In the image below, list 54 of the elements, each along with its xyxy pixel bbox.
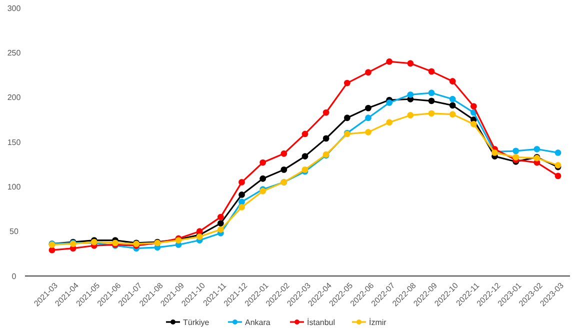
legend-label: Türkiye	[183, 318, 210, 327]
point	[365, 69, 372, 76]
point	[344, 114, 350, 122]
point	[512, 148, 520, 154]
point	[280, 166, 288, 173]
y-tick-label: 0	[12, 272, 17, 281]
point	[217, 214, 224, 220]
point	[322, 109, 330, 116]
point	[302, 153, 308, 160]
y-tick-label: 150	[7, 138, 22, 147]
legend-label: İstanbul	[307, 318, 336, 327]
point	[217, 226, 224, 233]
point	[428, 110, 435, 117]
point	[260, 175, 266, 182]
point	[554, 150, 562, 156]
y-tick-label: 100	[7, 182, 22, 192]
legend-label: İzmir	[369, 318, 387, 327]
point	[449, 111, 456, 118]
point	[428, 90, 435, 96]
point	[449, 102, 456, 109]
y-tick-label: 200	[7, 93, 22, 102]
point	[386, 58, 393, 65]
point	[322, 135, 330, 142]
y-tick-label: 50	[10, 227, 19, 236]
point	[512, 154, 520, 160]
point	[449, 78, 456, 84]
point	[217, 220, 224, 226]
point	[344, 80, 350, 86]
point	[238, 198, 245, 206]
point	[449, 96, 456, 102]
point	[238, 192, 245, 198]
point	[365, 128, 372, 136]
point	[302, 130, 308, 138]
point	[365, 114, 372, 122]
point	[407, 91, 414, 98]
point	[260, 159, 266, 166]
point	[280, 150, 288, 157]
point	[470, 103, 477, 110]
point	[470, 120, 477, 128]
point	[386, 119, 393, 126]
point	[428, 68, 435, 75]
y-tick-label: 300	[7, 4, 22, 13]
point	[196, 228, 203, 235]
point	[407, 112, 414, 118]
point	[407, 60, 414, 67]
point	[428, 98, 435, 104]
point	[238, 179, 245, 186]
point	[534, 146, 540, 152]
point	[554, 172, 562, 180]
point	[386, 99, 393, 106]
point	[365, 104, 372, 112]
legend-label: Ankara	[245, 318, 271, 327]
y-tick-label: 250	[7, 48, 22, 58]
point	[238, 204, 245, 210]
